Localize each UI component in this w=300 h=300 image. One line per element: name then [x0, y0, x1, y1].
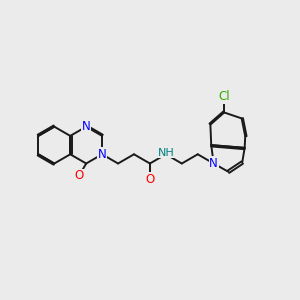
Text: O: O	[74, 169, 83, 182]
Text: NH: NH	[158, 148, 175, 158]
Text: O: O	[145, 172, 154, 185]
Text: N: N	[82, 120, 91, 133]
Text: Cl: Cl	[218, 90, 230, 103]
Text: N: N	[209, 157, 218, 170]
Text: N: N	[98, 148, 106, 161]
